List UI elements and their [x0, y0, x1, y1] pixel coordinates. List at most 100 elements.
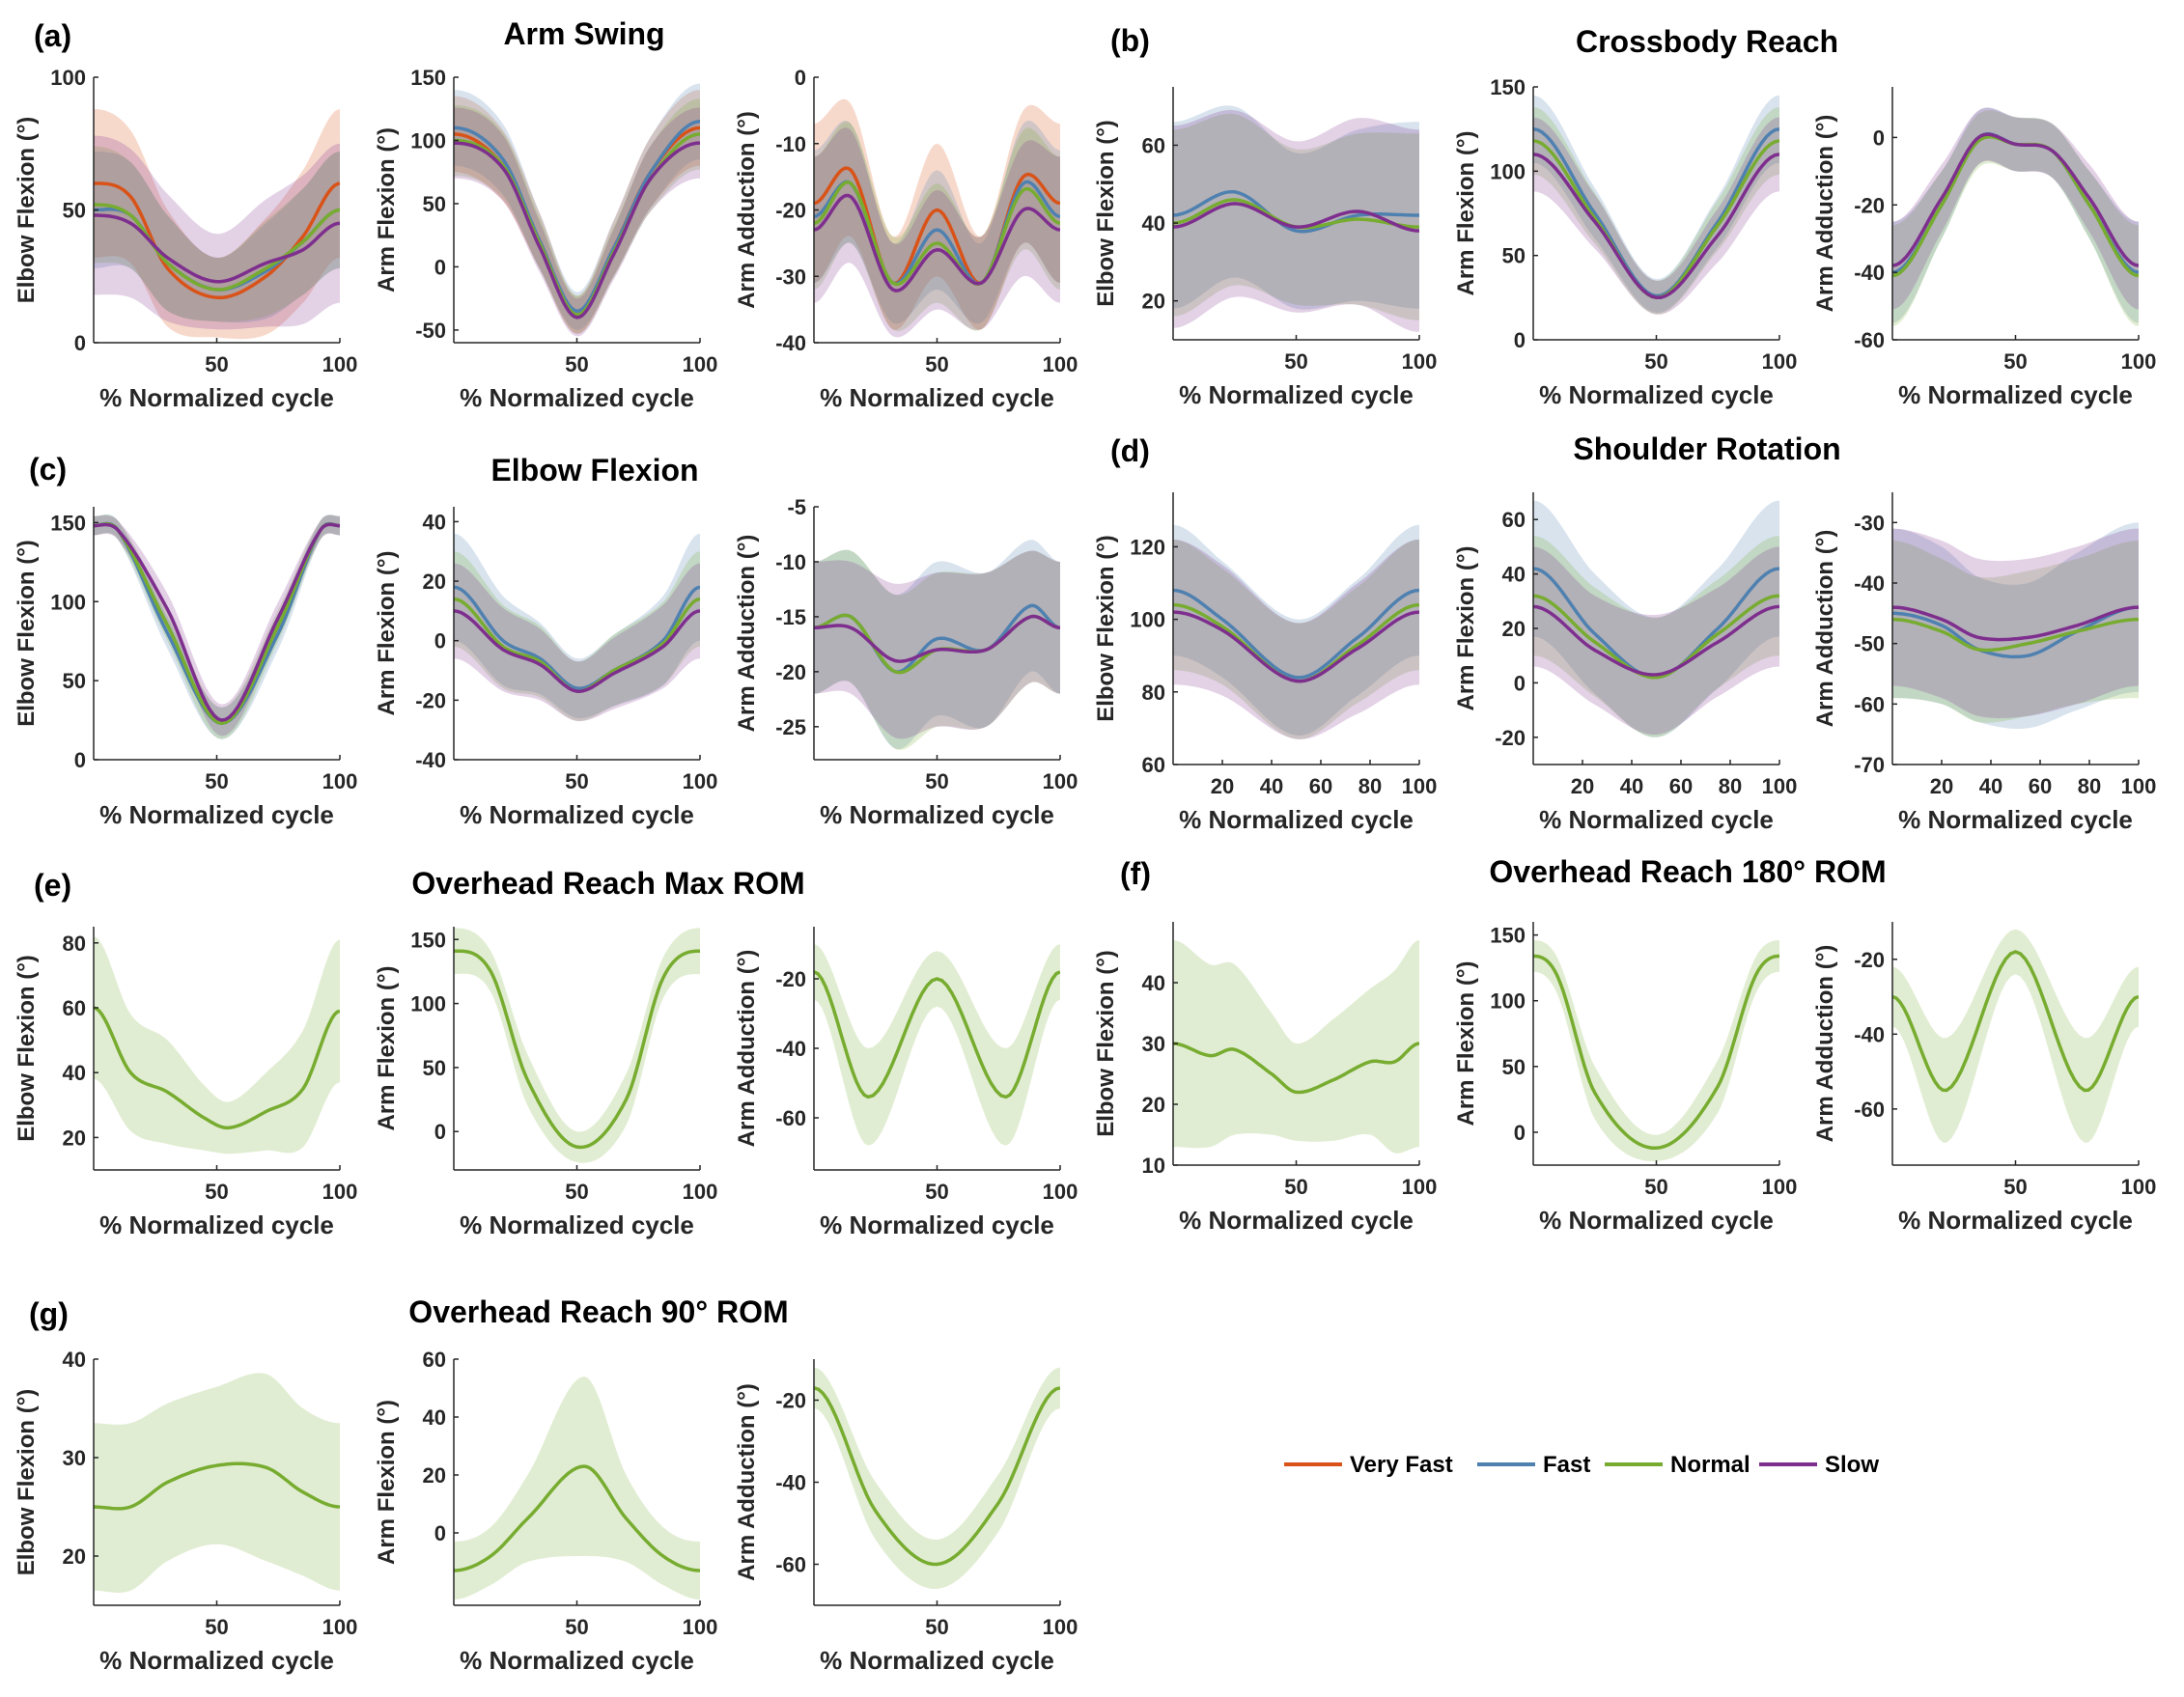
y-tick-label: -60 [1854, 328, 1885, 352]
y-tick-label: 40 [63, 1348, 86, 1372]
x-tick-label: 20 [1571, 774, 1594, 798]
x-tick-label: 50 [205, 352, 228, 376]
sd-band-normal [814, 944, 1060, 1146]
x-axis-label: % Normalized cycle [1898, 805, 2133, 834]
y-axis-label: Arm Adduction (°) [734, 950, 760, 1148]
y-tick-label: 50 [423, 192, 446, 216]
x-axis-label: % Normalized cycle [1179, 1206, 1414, 1235]
x-axis-label: % Normalized cycle [1898, 1206, 2133, 1235]
series-line-slow [94, 213, 340, 284]
y-tick-label: 0 [74, 331, 86, 355]
sd-band-normal [1892, 110, 2139, 326]
y-tick-label: 100 [1130, 608, 1165, 632]
y-axis-label: Arm Flexion (°) [1453, 961, 1479, 1127]
series-line-normal [94, 1461, 340, 1511]
x-tick-label: 50 [1644, 1175, 1667, 1199]
subplot-12: 20 40 60 80 100 -70 -60 -50 -40 -30 % Normalized c… [1812, 492, 2156, 834]
legend-label-slow: Slow [1825, 1452, 1879, 1478]
series-group [1173, 939, 1419, 1154]
sd-band-normal [1892, 929, 2139, 1143]
y-tick-label: 0 [1873, 125, 1885, 150]
y-axis-label: Arm Adduction (°) [1812, 115, 1838, 313]
panel-label-f: (f) [1120, 856, 1151, 891]
series-group [454, 83, 700, 337]
y-tick-label: -60 [775, 1553, 806, 1577]
subplot-15: 50 100 -60 -40 -20 % Normalized cycle Arm Addu… [734, 927, 1078, 1239]
series-line-slow [814, 614, 1060, 663]
y-tick-label: 10 [1142, 1154, 1165, 1178]
x-tick-label: 60 [1309, 774, 1332, 798]
y-tick-label: -40 [775, 331, 806, 355]
x-tick-label: 100 [683, 769, 718, 793]
series-line-normal [1533, 954, 1779, 1151]
y-tick-label: -10 [775, 550, 806, 574]
y-axis-label: Arm Adduction (°) [1812, 945, 1838, 1143]
sd-band-normal [1533, 107, 1779, 315]
x-axis-label: % Normalized cycle [460, 800, 694, 829]
x-tick-label: 100 [2121, 1175, 2157, 1199]
sd-band-slow [1892, 107, 2139, 310]
x-tick-label: 50 [925, 352, 948, 376]
panel-label-a: (a) [34, 18, 71, 53]
x-tick-label: 80 [2078, 774, 2101, 798]
x-tick-label: 50 [925, 1180, 948, 1204]
y-tick-label: 150 [1490, 75, 1526, 99]
y-tick-label: 40 [1142, 211, 1165, 236]
x-tick-label: 100 [2121, 774, 2157, 798]
series-line-slow [1533, 604, 1779, 677]
y-tick-label: -50 [1854, 632, 1885, 656]
x-tick-label: 100 [1762, 349, 1798, 374]
y-tick-label: 60 [423, 1348, 446, 1372]
subplot-3: 50 100 -40 -30 -20 -10 0 % Normalized cycle Arm … [734, 66, 1078, 412]
series-group [1173, 524, 1419, 739]
y-tick-label: -40 [1854, 571, 1885, 596]
y-tick-label: -20 [775, 1389, 806, 1413]
sd-band-normal [94, 146, 340, 322]
series-group [1533, 95, 1779, 315]
series-group [814, 944, 1060, 1146]
sd-band-normal [814, 122, 1060, 332]
x-axis-label: % Normalized cycle [1898, 380, 2133, 409]
panel-title-crossbody-reach: Crossbody Reach [1576, 24, 1838, 59]
y-axis-label: Arm Adduction (°) [734, 111, 760, 309]
sd-band-normal [454, 98, 700, 334]
legend-item-very-fast: Very Fast [1284, 1452, 1453, 1478]
x-tick-label: 50 [565, 1180, 588, 1204]
x-tick-label: 50 [1644, 349, 1667, 374]
series-group [1173, 105, 1419, 332]
x-tick-label: 50 [1284, 1175, 1307, 1199]
series-group [94, 936, 340, 1155]
y-tick-label: 120 [1130, 535, 1165, 559]
y-tick-label: 150 [50, 511, 86, 535]
x-axis-label: % Normalized cycle [1539, 805, 1774, 834]
y-tick-label: 50 [423, 1056, 446, 1080]
y-tick-label: 20 [1142, 1093, 1165, 1117]
panel-title-shoulder-rotation: Shoulder Rotation [1573, 431, 1840, 466]
sd-band-normal [94, 1373, 340, 1593]
series-line-normal [1173, 1042, 1419, 1095]
series-line-very_fast [94, 181, 340, 300]
panel-title-elbow-flexion: Elbow Flexion [490, 453, 698, 487]
sd-band-normal [454, 928, 700, 1163]
y-tick-label: 40 [423, 1405, 446, 1430]
x-tick-label: 60 [1669, 774, 1693, 798]
sd-band-normal [1533, 940, 1779, 1161]
sd-band-normal [1173, 539, 1419, 739]
y-axis-label: Arm Flexion (°) [374, 1400, 400, 1565]
y-tick-label: 100 [410, 128, 446, 153]
sd-band-slow [94, 135, 340, 330]
y-tick-label: 100 [1490, 159, 1526, 183]
sd-band-very_fast [814, 98, 1060, 330]
y-tick-label: -20 [415, 688, 446, 712]
x-tick-label: 60 [2029, 774, 2052, 798]
y-axis-label: Elbow Flexion (°) [1093, 535, 1119, 722]
y-tick-label: 30 [1142, 1032, 1165, 1056]
legend-label-fast: Fast [1543, 1452, 1590, 1478]
y-axis-label: Arm Flexion (°) [1453, 131, 1479, 296]
y-tick-label: 0 [434, 629, 446, 654]
y-tick-label: -30 [775, 264, 806, 289]
y-tick-label: 30 [63, 1446, 86, 1470]
series-line-fast [1173, 189, 1419, 234]
x-axis-label: % Normalized cycle [820, 800, 1054, 829]
